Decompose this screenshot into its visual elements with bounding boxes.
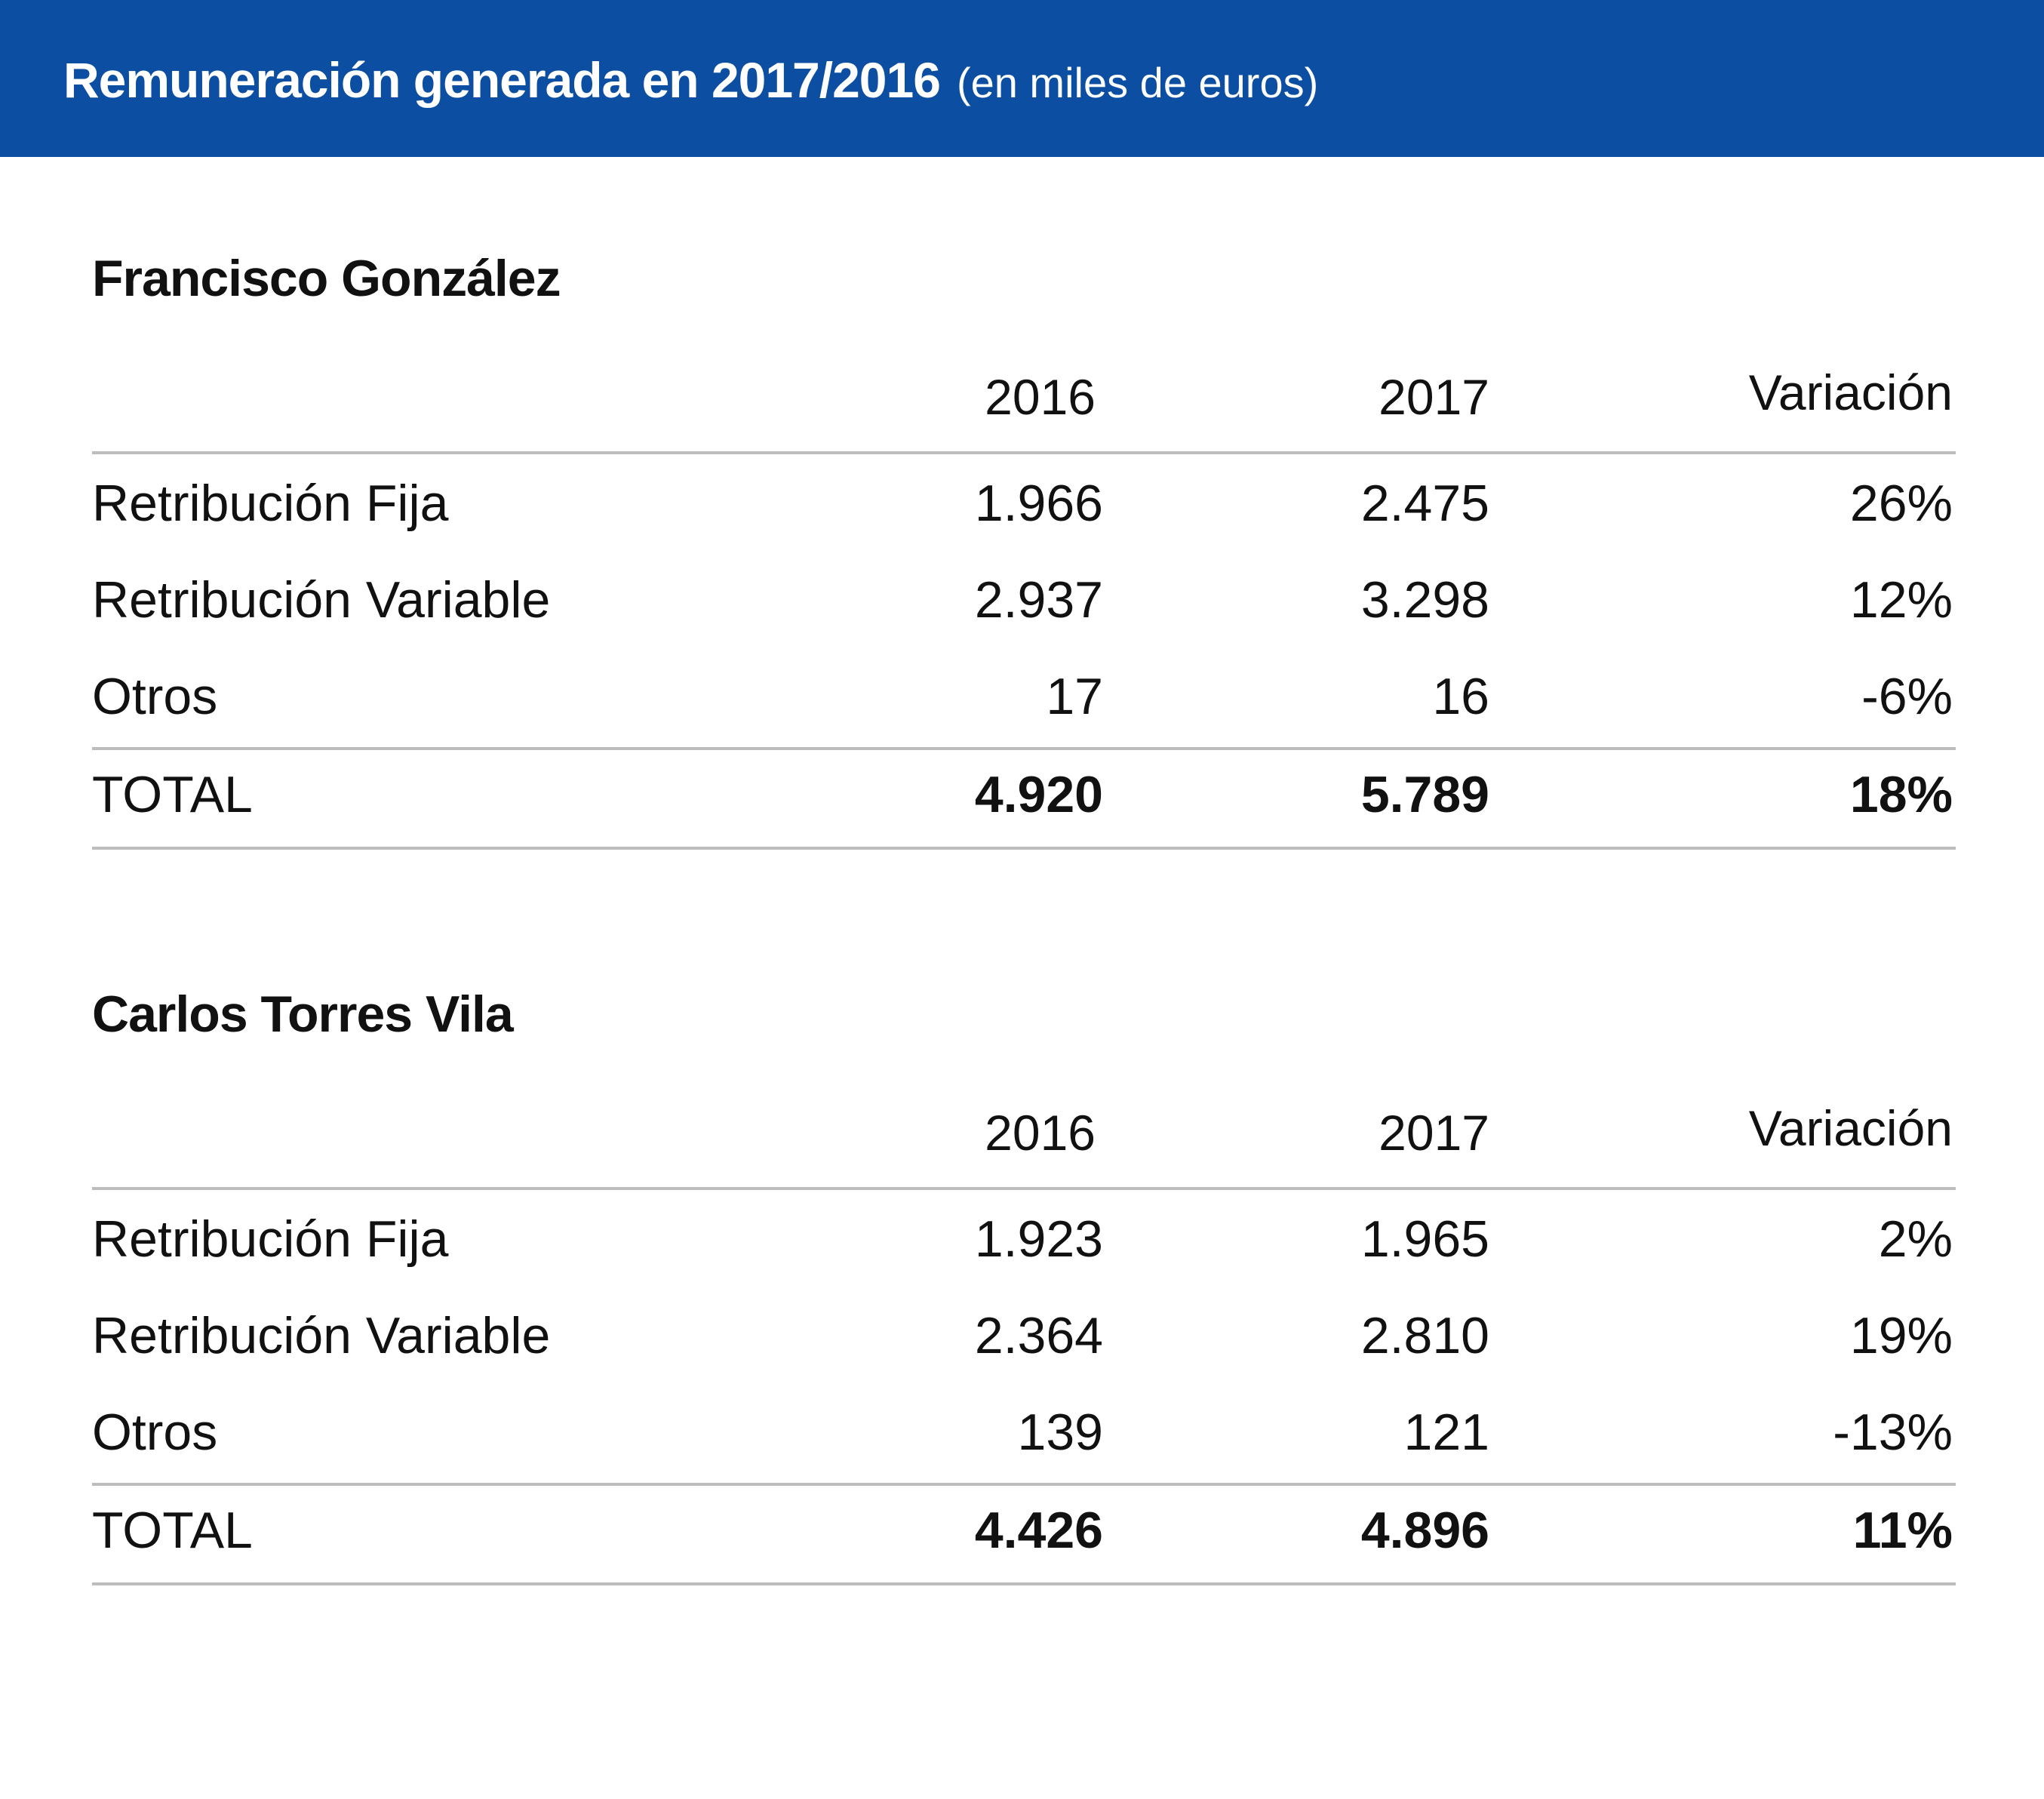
- cell-variation: 26%: [1849, 475, 1953, 532]
- header-banner: Remuneración generada en 2017/2016 (en mi…: [0, 0, 2044, 157]
- column-header-2017: 2017: [1379, 369, 1489, 425]
- cell-variation: -6%: [1861, 668, 1953, 725]
- cell-2016: 1.966: [974, 475, 1103, 532]
- cell-variation: -13%: [1833, 1404, 1953, 1461]
- cell-2017: 3.298: [1360, 571, 1489, 629]
- cell-2016: 139: [1017, 1404, 1103, 1461]
- row-label: Retribución Fija: [92, 1210, 449, 1268]
- cell-2016: 17: [1046, 668, 1103, 725]
- bottom-divider: [92, 847, 1956, 850]
- total-divider: [92, 1483, 1956, 1486]
- section-title: Francisco González: [92, 250, 561, 307]
- bottom-divider: [92, 1582, 1956, 1585]
- cell-2017: 16: [1432, 668, 1489, 725]
- page-subtitle: (en miles de euros): [956, 59, 1319, 106]
- cell-2016: 2.937: [974, 571, 1103, 629]
- section-title: Carlos Torres Vila: [92, 986, 514, 1043]
- cell-2016: 1.923: [974, 1210, 1103, 1268]
- total-2017: 5.789: [1360, 766, 1489, 823]
- row-label: Retribución Variable: [92, 1307, 551, 1364]
- cell-variation: 12%: [1849, 571, 1953, 629]
- cell-2017: 121: [1403, 1404, 1489, 1461]
- column-header-variation: Variación: [1748, 364, 1953, 420]
- cell-variation: 2%: [1878, 1210, 1953, 1268]
- cell-2017: 1.965: [1360, 1210, 1489, 1268]
- total-divider: [92, 747, 1956, 750]
- row-label: Retribución Fija: [92, 475, 449, 532]
- column-header-2016: 2016: [985, 369, 1096, 425]
- total-2017: 4.896: [1360, 1502, 1489, 1559]
- page-title-text: Remuneración generada en 2017/2016: [63, 52, 941, 108]
- section-carlos-torres-vila: Carlos Torres Vila 2016 2017 Variación R…: [92, 985, 1956, 1588]
- cell-2017: 2.475: [1360, 475, 1489, 532]
- total-variation: 11%: [1852, 1502, 1953, 1559]
- page-title: Remuneración generada en 2017/2016 (en mi…: [63, 51, 1318, 109]
- column-header-2017: 2017: [1379, 1105, 1489, 1161]
- header-divider: [92, 451, 1956, 454]
- total-label: TOTAL: [92, 766, 253, 823]
- column-header-variation: Variación: [1748, 1100, 1953, 1156]
- section-francisco-gonzalez: Francisco González 2016 2017 Variación R…: [92, 249, 1956, 853]
- total-2016: 4.920: [974, 766, 1103, 823]
- cell-2017: 2.810: [1360, 1307, 1489, 1364]
- row-label: Otros: [92, 1404, 218, 1461]
- total-variation: 18%: [1849, 766, 1953, 823]
- row-label: Retribución Variable: [92, 571, 551, 629]
- header-divider: [92, 1187, 1956, 1190]
- cell-2016: 2.364: [974, 1307, 1103, 1364]
- row-label: Otros: [92, 668, 218, 725]
- total-label: TOTAL: [92, 1502, 253, 1559]
- total-2016: 4.426: [974, 1502, 1103, 1559]
- column-header-2016: 2016: [985, 1105, 1096, 1161]
- cell-variation: 19%: [1849, 1307, 1953, 1364]
